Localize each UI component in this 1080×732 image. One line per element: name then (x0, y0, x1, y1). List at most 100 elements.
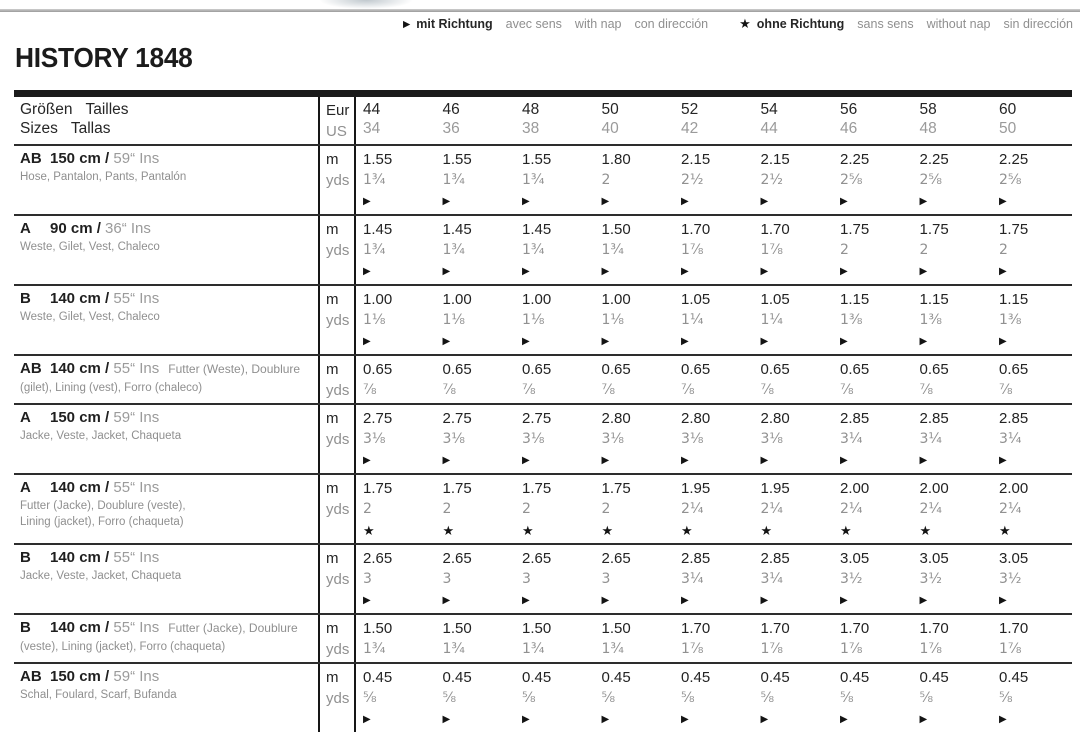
row-note: Futter (Weste), Doublure (168, 362, 301, 376)
with-nap-triangle-icon: ▶ (840, 336, 848, 347)
with-nap-triangle-icon: ▶ (840, 595, 848, 606)
header-unit-us: US (326, 123, 347, 140)
meters-value: 2.80 (681, 410, 711, 427)
yards-value: ⅝ (681, 690, 695, 706)
yardage-cell: 1.50 1¾ (595, 615, 675, 662)
yardage-cell: 1.45 1¾ ▶ (356, 216, 436, 284)
size-us: 36 (442, 120, 460, 137)
with-nap-triangle-icon: ▶ (363, 595, 371, 606)
with-nap-triangle-icon: ▶ (442, 455, 451, 466)
yardage-cell: 2.85 3¼ ▶ (992, 405, 1072, 473)
row-label-cell: B 140 cm / 55“ Ins Jacke, Veste, Jacket, C… (14, 545, 318, 613)
yards-value: 1¾ (442, 242, 465, 258)
meters-value: 2.25 (840, 151, 870, 168)
meters-value: 1.75 (442, 480, 472, 497)
yardage-cell: 2.00 2¼ ★ (833, 475, 913, 543)
size-table: Größen Tailles Sizes Tallas Eur US 44 34 4… (14, 90, 1072, 732)
size-eur: 58 (919, 101, 937, 118)
garment-names: Schal, Foulard, Scarf, Bufanda (20, 689, 177, 701)
size-us: 40 (601, 120, 619, 137)
with-nap-triangle-icon: ▶ (681, 455, 689, 466)
unit-m: m (326, 221, 339, 238)
with-nap-triangle-icon: ▶ (363, 336, 371, 347)
yards-value: 2¼ (760, 501, 783, 517)
meters-value: 2.85 (681, 550, 711, 567)
row-label-cell: A 140 cm / 55“ Ins Futter (Jacke), Doublur… (14, 475, 318, 543)
size-us: 42 (681, 120, 699, 137)
size-eur: 46 (442, 101, 460, 118)
yardage-cell: 3.05 3½ ▶ (833, 545, 913, 613)
table-header-row: Größen Tailles Sizes Tallas Eur US 44 34 4… (14, 97, 1072, 146)
yards-value: 2¼ (681, 501, 704, 517)
with-nap-triangle-icon: ▶ (681, 196, 689, 207)
yards-value: 1⅞ (840, 641, 863, 657)
yards-value: 3 (442, 571, 452, 587)
yards-value: 1¾ (363, 641, 386, 657)
meters-value: 1.70 (760, 620, 790, 637)
meters-value: 0.45 (919, 669, 949, 686)
view-letter: B (20, 290, 31, 307)
meters-value: 0.65 (363, 361, 393, 378)
yards-value: 2 (601, 501, 611, 517)
garment-names: Weste, Gilet, Vest, Chaleco (20, 241, 160, 253)
row-unit-cell: m yds (318, 286, 356, 354)
meters-value: 1.50 (363, 620, 393, 637)
yardage-cell: 2.80 3⅛ ▶ (754, 405, 834, 473)
nap-legend: ▶ mit Richtung avec sens with nap con direcc… (403, 16, 1073, 32)
without-nap-star-icon: ★ (601, 523, 614, 538)
row-title: B 140 cm / 55“ Ins (20, 289, 314, 308)
yards-value: 2 (919, 242, 929, 258)
with-nap-triangle-icon: ▶ (760, 455, 769, 466)
yardage-cell: 1.80 2 ▶ (595, 146, 675, 214)
meters-value: 1.55 (442, 151, 472, 168)
meters-value: 1.55 (522, 151, 552, 168)
fabric-width-cm: 150 cm / (50, 409, 114, 426)
view-letter: A (20, 220, 31, 237)
with-nap-triangle-icon: ▶ (760, 595, 769, 606)
yards-value: ⅝ (840, 690, 854, 706)
with-nap-triangle-icon: ▶ (522, 595, 530, 606)
fabric-width-ins: 55“ Ins (113, 479, 160, 496)
row-title: B 140 cm / 55“ Ins (20, 548, 314, 567)
yardage-cell: 2.85 3¼ ▶ (833, 405, 913, 473)
yards-value: 3¼ (999, 431, 1022, 447)
yards-value: 3 (363, 571, 372, 587)
meters-value: 2.65 (522, 550, 552, 567)
yards-value: 3¼ (760, 571, 783, 587)
yardage-cell: 2.15 2½ ▶ (674, 146, 754, 214)
yardage-cell: 1.15 1⅜ ▶ (992, 286, 1072, 354)
yards-value: 1¾ (442, 641, 465, 657)
row-title: A 140 cm / 55“ Ins (20, 478, 314, 497)
without-nap-star-icon: ★ (760, 523, 773, 538)
yardage-cell: 1.50 1¾ (436, 615, 516, 662)
yards-value: 3½ (919, 571, 942, 587)
yardage-cell: 1.75 2 ★ (356, 475, 436, 543)
with-nap-triangle-icon: ▶ (760, 714, 769, 725)
meters-value: 0.65 (442, 361, 472, 378)
meters-value: 1.75 (999, 221, 1029, 238)
size-us: 34 (363, 120, 381, 137)
meters-value: 1.45 (442, 221, 472, 238)
yardage-cell: 2.75 3⅛ ▶ (436, 405, 516, 473)
yardage-cell: 1.00 1⅛ ▶ (595, 286, 675, 354)
with-nap-triangle-icon: ▶ (760, 196, 769, 207)
yardage-cell: 1.50 1¾ (515, 615, 595, 662)
meters-value: 2.25 (919, 151, 949, 168)
table-row: AB 140 cm / 55“ Ins Futter (Weste), Doublu… (14, 356, 1072, 405)
table-row: AB 150 cm / 59“ Ins Schal, Foulard, Scarf,… (14, 664, 1072, 732)
header-unit-cell: Eur US (318, 97, 356, 144)
unit-m: m (326, 550, 339, 567)
garment-names: Futter (Jacke), Doublure (veste), (20, 500, 186, 512)
meters-value: 1.00 (601, 291, 631, 308)
yardage-cell: 1.70 1⅞ (754, 615, 834, 662)
yardage-cell: 0.65 ⅞ (992, 356, 1072, 403)
yardage-cell: 1.50 1¾ (356, 615, 436, 662)
yardage-cell: 1.70 1⅞ ▶ (754, 216, 834, 284)
yardage-cell: 2.25 2⅝ ▶ (992, 146, 1072, 214)
yards-value: 2½ (760, 172, 783, 188)
yards-value: 3¼ (840, 431, 863, 447)
yards-value: 2 (522, 501, 531, 517)
row-label-cell: A 90 cm / 36“ Ins Weste, Gilet, Vest, Chal… (14, 216, 318, 284)
yards-value: ⅞ (442, 382, 457, 398)
yardage-cell: 0.65 ⅞ (595, 356, 675, 403)
